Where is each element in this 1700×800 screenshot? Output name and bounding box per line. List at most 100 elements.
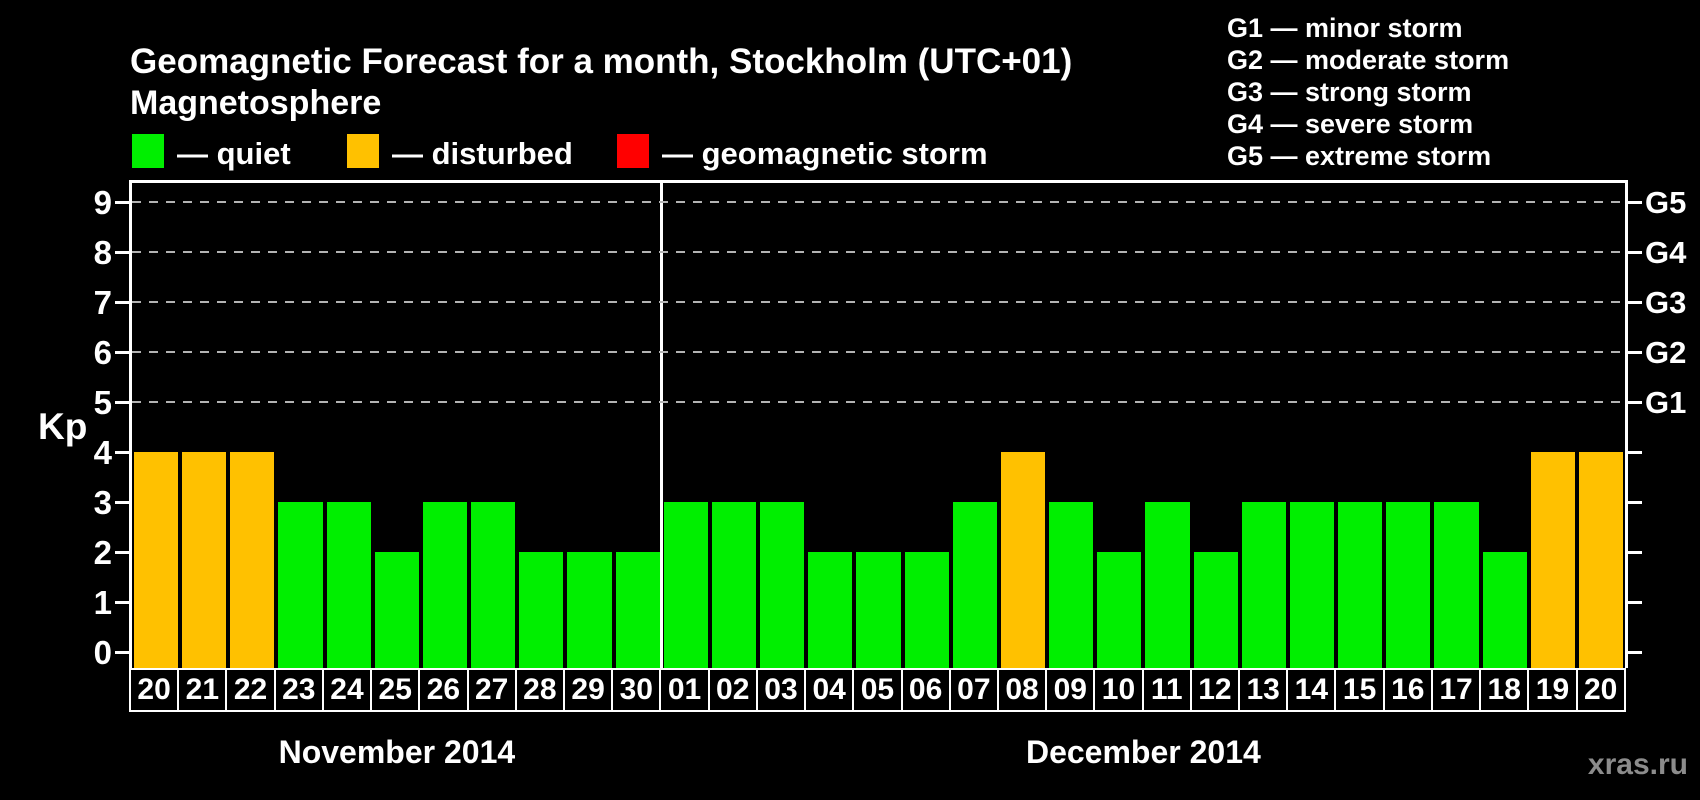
right-axis-tick [1628, 250, 1642, 254]
right-axis-tick [1628, 550, 1642, 554]
storm-scale-line-1: G1 — minor storm [1227, 13, 1463, 43]
kp-bar [711, 502, 757, 668]
y-axis-tick-label: 0 [93, 633, 112, 671]
day-label-cell: 13 [1238, 670, 1286, 710]
day-label-row: 20 21 22 23 24 25 26 27 28 29 30 01 02 03 04 05 06 07 08 09… [129, 668, 1626, 712]
kp-bar [663, 502, 708, 668]
kp-bar [615, 552, 660, 668]
kp-bar [1434, 502, 1479, 668]
day-label-cell: 29 [562, 670, 611, 710]
kp-bar [374, 552, 419, 668]
kp-bar [422, 502, 468, 668]
page-title: Geomagnetic Forecast for a month, Stockh… [130, 42, 1073, 81]
kp-bar [1145, 502, 1190, 668]
left-axis-tick [115, 600, 129, 604]
day-label-cell: 08 [996, 670, 1045, 710]
kp-bar [904, 552, 949, 668]
month-separator-line [660, 183, 664, 668]
gridline-kp8 [132, 251, 1625, 253]
day-label-cell: 14 [1286, 670, 1334, 710]
y-axis-tick-label: 2 [93, 533, 112, 571]
day-label-cell: 21 [177, 670, 225, 710]
kp-bar [856, 552, 901, 668]
day-label-cell: 30 [611, 670, 659, 710]
y-axis-tick-label: 3 [93, 483, 112, 521]
y-axis-tick-label: 5 [93, 383, 112, 421]
day-label-cell: 09 [1045, 670, 1093, 710]
day-label-cell: 25 [370, 670, 418, 710]
y-axis-tick-label: 9 [93, 183, 112, 221]
left-axis-tick [115, 500, 129, 504]
gridline-kp9 [132, 201, 1625, 203]
g-scale-label-G1: G1 [1645, 384, 1687, 420]
right-axis-tick [1628, 400, 1642, 404]
g-scale-label-G2: G2 [1645, 334, 1687, 370]
kp-bar [1193, 552, 1238, 668]
gridline-kp7 [132, 301, 1625, 303]
kp-bar [134, 452, 179, 668]
y-axis-tick-label: 1 [93, 583, 112, 621]
day-label-cell: 15 [1334, 670, 1382, 710]
day-label-cell: 05 [852, 670, 900, 710]
day-label-cell: 20 [137, 673, 171, 706]
left-axis-tick [115, 250, 129, 254]
plot-area: 0 1 2 3 4 5 6 7 8 9 G1 G2 G3 G4 G5 [94, 180, 1686, 669]
day-label-cell: 06 [900, 670, 949, 710]
kp-bar [952, 502, 997, 668]
legend-label-storm: — geomagnetic storm [662, 136, 988, 171]
day-label-cell: 19 [1527, 670, 1575, 710]
day-label-cell: 12 [1189, 670, 1238, 710]
day-label-cell: 23 [273, 670, 322, 710]
kp-bar [1241, 502, 1286, 668]
kp-bar [1289, 502, 1335, 668]
kp-bar [567, 552, 612, 668]
day-label-cell: 01 [659, 670, 707, 710]
legend-label-quiet: — quiet [177, 136, 291, 171]
kp-bar [182, 452, 227, 668]
left-axis-tick [115, 400, 129, 404]
right-axis-tick [1628, 500, 1642, 504]
month-label-1: November 2014 [278, 734, 516, 770]
day-label-cell: 17 [1430, 670, 1479, 710]
day-label-cell: 22 [225, 670, 273, 710]
y-axis-title: Kp [38, 406, 88, 447]
kp-bar [278, 502, 323, 668]
day-label-cell: 20 [1575, 670, 1624, 710]
day-label-cell: 10 [1093, 670, 1141, 710]
right-axis-tick [1628, 450, 1642, 454]
legend-heading: Magnetosphere [130, 84, 382, 122]
day-label-cell: 18 [1479, 670, 1527, 710]
kp-bar [808, 552, 853, 668]
kp-bar [1386, 502, 1431, 668]
day-label-cell: 16 [1382, 670, 1431, 710]
g-scale-label-G5: G5 [1645, 184, 1687, 220]
kp-bar [230, 452, 275, 668]
kp-bar [519, 552, 564, 668]
legend-swatch-storm [617, 134, 649, 168]
day-label-cell: 28 [514, 670, 563, 710]
left-axis-tick [115, 650, 129, 654]
kp-bar [1097, 552, 1142, 668]
legend-label-disturbed: — disturbed [392, 136, 573, 171]
day-label-cell: 03 [755, 670, 804, 710]
left-axis-tick [115, 450, 129, 454]
left-axis-tick [115, 200, 129, 204]
kp-bar [1000, 452, 1046, 668]
legend-swatch-disturbed [347, 134, 379, 168]
right-axis-tick [1628, 300, 1642, 304]
kp-bar [1482, 552, 1527, 668]
day-label-cell: 11 [1141, 670, 1190, 710]
legend-swatch-quiet [132, 134, 164, 168]
left-axis-tick [115, 550, 129, 554]
month-label-2: December 2014 [1025, 734, 1261, 770]
day-label-cell: 04 [804, 670, 852, 710]
day-label-cell: 27 [466, 670, 515, 710]
right-axis-tick [1628, 600, 1642, 604]
right-axis-tick [1628, 350, 1642, 354]
storm-scale-line-3: G3 — strong storm [1227, 77, 1472, 107]
storm-scale-legend: G1 — minor storm G2 — moderate storm G3 — … [1227, 12, 1509, 172]
day-label-cell: 24 [321, 670, 370, 710]
left-axis-tick [115, 350, 129, 354]
y-axis-tick-label: 7 [93, 283, 112, 321]
